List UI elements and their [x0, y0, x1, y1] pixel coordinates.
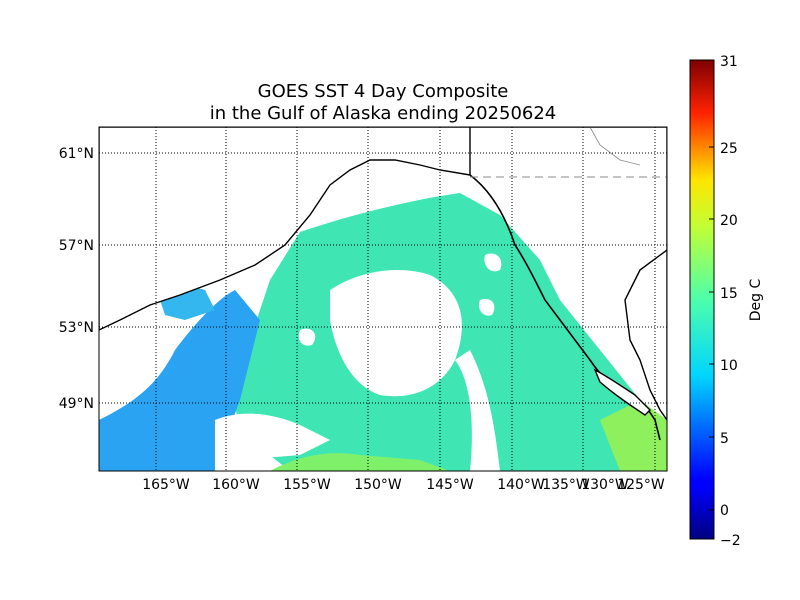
land-alaska-mainland	[99, 127, 667, 422]
lat-label-57: 57°N	[59, 238, 94, 254]
colorbar-tick-minus-2: −2	[720, 533, 741, 549]
lat-label-53: 53°N	[59, 320, 94, 336]
lon-label-130: 130°W	[581, 477, 629, 493]
chart-title-line-2: in the Gulf of Alaska ending 20250624	[209, 103, 557, 124]
lon-label-140: 140°W	[497, 477, 545, 493]
chart-title-line-1: GOES SST 4 Day Composite	[257, 81, 509, 102]
lon-label-160: 160°W	[212, 477, 260, 493]
lon-label-135: 135°W	[542, 477, 590, 493]
colorbar-tick-31: 31	[720, 54, 738, 70]
cloud-southwest	[215, 413, 330, 471]
sst-warm-south	[270, 453, 450, 471]
lat-label-49: 49°N	[59, 396, 94, 412]
colorbar-tick-10: 10	[720, 358, 738, 374]
colorbar-tick-20: 20	[720, 213, 738, 229]
graticule	[99, 127, 667, 471]
cloud-patch-1	[484, 253, 502, 272]
lon-label-165: 165°W	[142, 477, 190, 493]
colorbar-tick-15: 15	[720, 286, 738, 302]
lat-label-61: 61°N	[59, 146, 94, 162]
lon-label-145: 145°W	[426, 477, 474, 493]
cloud-patch-3	[298, 328, 316, 346]
lon-label-125: 125°W	[617, 477, 665, 493]
colorbar-label: Deg C	[748, 279, 764, 322]
cloud-patch-2	[478, 299, 495, 316]
lon-label-150: 150°W	[354, 477, 402, 493]
cloud-center	[330, 270, 462, 397]
colorbar-tick-25: 25	[720, 141, 738, 157]
colorbar-tick-0: 0	[720, 503, 729, 519]
cloud-east-band	[455, 350, 500, 471]
map-frame	[98, 126, 668, 472]
lon-label-155: 155°W	[283, 477, 331, 493]
colorbar	[689, 59, 715, 540]
sst-warm-southeast	[600, 400, 667, 471]
colorbar-tick-5: 5	[720, 431, 729, 447]
land-vancouver-island	[593, 368, 651, 416]
colorbar-ticks	[709, 59, 714, 540]
